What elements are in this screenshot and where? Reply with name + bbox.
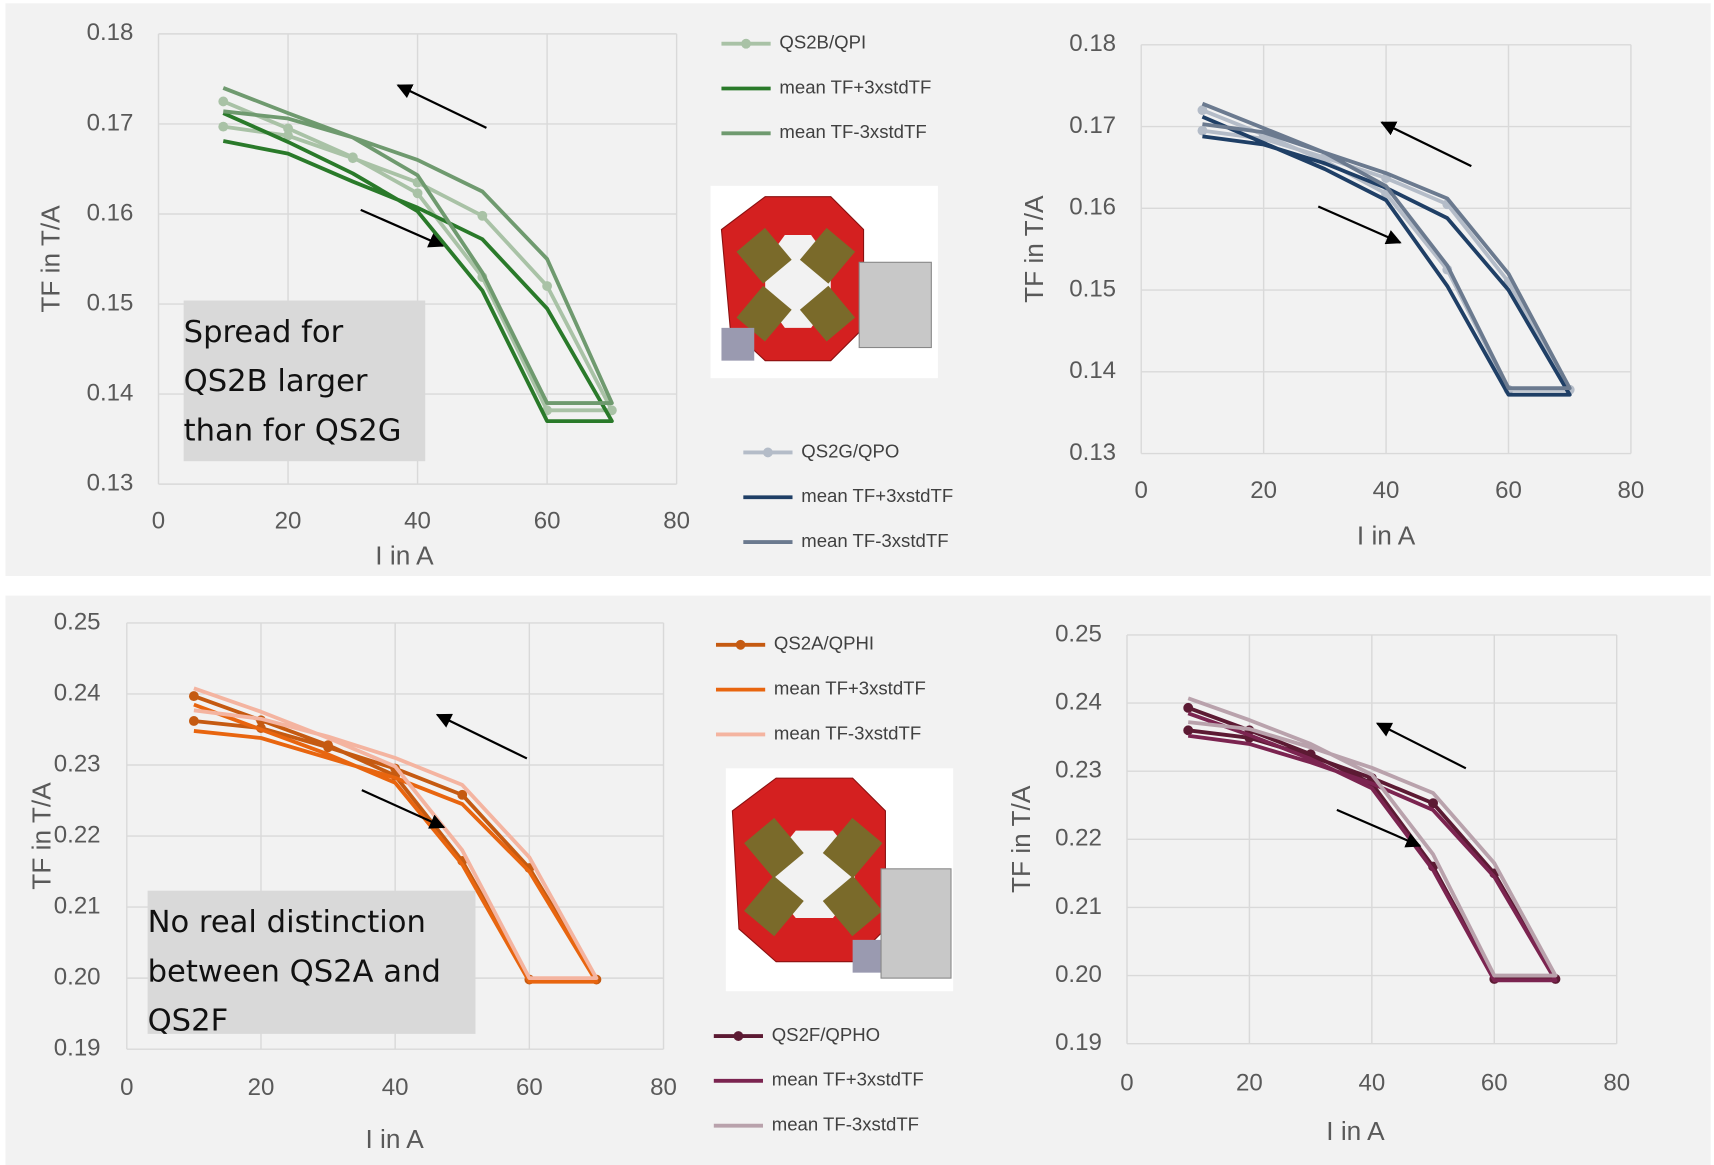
y-tick-label: 0.24	[1055, 688, 1102, 715]
annotation-text: No real distinction between QS2A and QS2…	[148, 891, 476, 1034]
x-axis-title: I in A	[1357, 521, 1416, 551]
legend-label: mean TF-3xstdTF	[774, 722, 921, 743]
x-axis-title: I in A	[1326, 1116, 1385, 1146]
y-tick-label: 0.15	[87, 289, 134, 316]
legend-marker	[733, 1031, 743, 1041]
x-axis-title: I in A	[365, 1124, 424, 1154]
magnet-image	[711, 186, 938, 378]
data-point	[218, 122, 228, 132]
x-tick-label: 20	[275, 508, 302, 535]
legend-marker	[763, 448, 773, 458]
y-tick-label: 0.15	[1069, 275, 1116, 302]
legend-label: QS2A/QPHI	[774, 633, 874, 654]
legend-marker	[736, 640, 746, 650]
legend-marker	[741, 39, 751, 49]
y-tick-label: 0.17	[1069, 112, 1116, 139]
x-tick-label: 20	[1250, 477, 1277, 504]
data-point	[323, 740, 333, 750]
legend-label: mean TF+3xstdTF	[801, 485, 953, 506]
data-point	[283, 124, 293, 134]
x-tick-label: 80	[1603, 1069, 1630, 1096]
y-tick-label: 0.14	[1069, 357, 1116, 384]
y-tick-label: 0.25	[1055, 620, 1102, 647]
y-tick-label: 0.13	[87, 469, 134, 496]
legend-label: mean TF+3xstdTF	[772, 1069, 924, 1090]
x-tick-label: 40	[1373, 477, 1400, 504]
x-tick-label: 80	[1618, 477, 1645, 504]
data-point	[189, 716, 199, 726]
x-axis-title: I in A	[375, 540, 434, 570]
y-tick-label: 0.16	[1069, 194, 1116, 221]
legend-label: QS2F/QPHO	[772, 1024, 880, 1045]
x-tick-label: 0	[1135, 477, 1148, 504]
x-tick-label: 60	[1495, 477, 1522, 504]
legend-label: mean TF-3xstdTF	[779, 121, 926, 142]
data-point	[218, 97, 228, 107]
y-tick-label: 0.13	[1069, 439, 1116, 466]
y-tick-label: 0.22	[54, 821, 101, 848]
y-axis-title: TF in T/A	[27, 782, 57, 890]
x-tick-label: 0	[152, 508, 165, 535]
y-tick-label: 0.16	[87, 199, 134, 226]
legend-label: QS2B/QPI	[779, 32, 866, 53]
x-tick-label: 20	[1236, 1069, 1263, 1096]
legend-label: QS2G/QPO	[801, 440, 899, 461]
x-tick-label: 0	[1120, 1069, 1133, 1096]
y-tick-label: 0.24	[54, 679, 101, 706]
data-point	[1183, 703, 1193, 713]
magnet-images	[711, 186, 954, 991]
y-tick-label: 0.19	[54, 1035, 101, 1062]
legend-label: mean TF-3xstdTF	[801, 530, 948, 551]
y-tick-label: 0.17	[87, 109, 134, 136]
page: 0 20 40 60 80 0.13 0.14 0.15 0.16 0.17 0.18 I in A T…	[0, 0, 1714, 1165]
y-tick-label: 0.14	[87, 379, 134, 406]
x-tick-label: 40	[382, 1074, 409, 1101]
data-point	[1198, 126, 1208, 136]
x-tick-label: 60	[1481, 1069, 1508, 1096]
y-tick-label: 0.21	[54, 892, 101, 919]
magnet-image	[726, 768, 953, 991]
y-tick-label: 0.23	[1055, 757, 1102, 784]
y-tick-label: 0.20	[54, 963, 101, 990]
x-tick-label: 80	[650, 1074, 677, 1101]
y-axis-title: TF in T/A	[1006, 785, 1036, 893]
data-point	[477, 211, 487, 221]
data-point	[1183, 725, 1193, 735]
x-tick-label: 0	[120, 1074, 133, 1101]
data-point	[189, 691, 199, 701]
annotation-text: Spread for QS2B larger than for QS2G	[184, 301, 426, 455]
y-tick-label: 0.18	[1069, 30, 1116, 57]
x-tick-label: 20	[248, 1074, 275, 1101]
y-tick-label: 0.23	[54, 750, 101, 777]
x-tick-label: 40	[1358, 1069, 1385, 1096]
annotation: Spread for QS2B larger than for QS2G	[184, 301, 426, 462]
data-point	[348, 152, 358, 162]
legend-label: mean TF+3xstdTF	[774, 678, 926, 699]
x-tick-label: 60	[516, 1074, 543, 1101]
data-point	[542, 281, 552, 291]
y-tick-label: 0.22	[1055, 825, 1102, 852]
legend-label: mean TF+3xstdTF	[779, 76, 931, 97]
y-axis-title: TF in T/A	[35, 205, 65, 313]
y-tick-label: 0.19	[1055, 1029, 1102, 1056]
data-point	[413, 188, 423, 198]
y-tick-label: 0.25	[54, 608, 101, 635]
legend-label: mean TF-3xstdTF	[772, 1114, 919, 1135]
y-tick-label: 0.20	[1055, 961, 1102, 988]
x-tick-label: 80	[663, 508, 690, 535]
annotation: No real distinction between QS2A and QS2…	[148, 891, 476, 1034]
x-tick-label: 40	[404, 508, 431, 535]
y-tick-label: 0.18	[87, 19, 134, 46]
y-tick-label: 0.21	[1055, 893, 1102, 920]
y-axis-title: TF in T/A	[1019, 195, 1049, 303]
x-tick-label: 60	[534, 508, 561, 535]
